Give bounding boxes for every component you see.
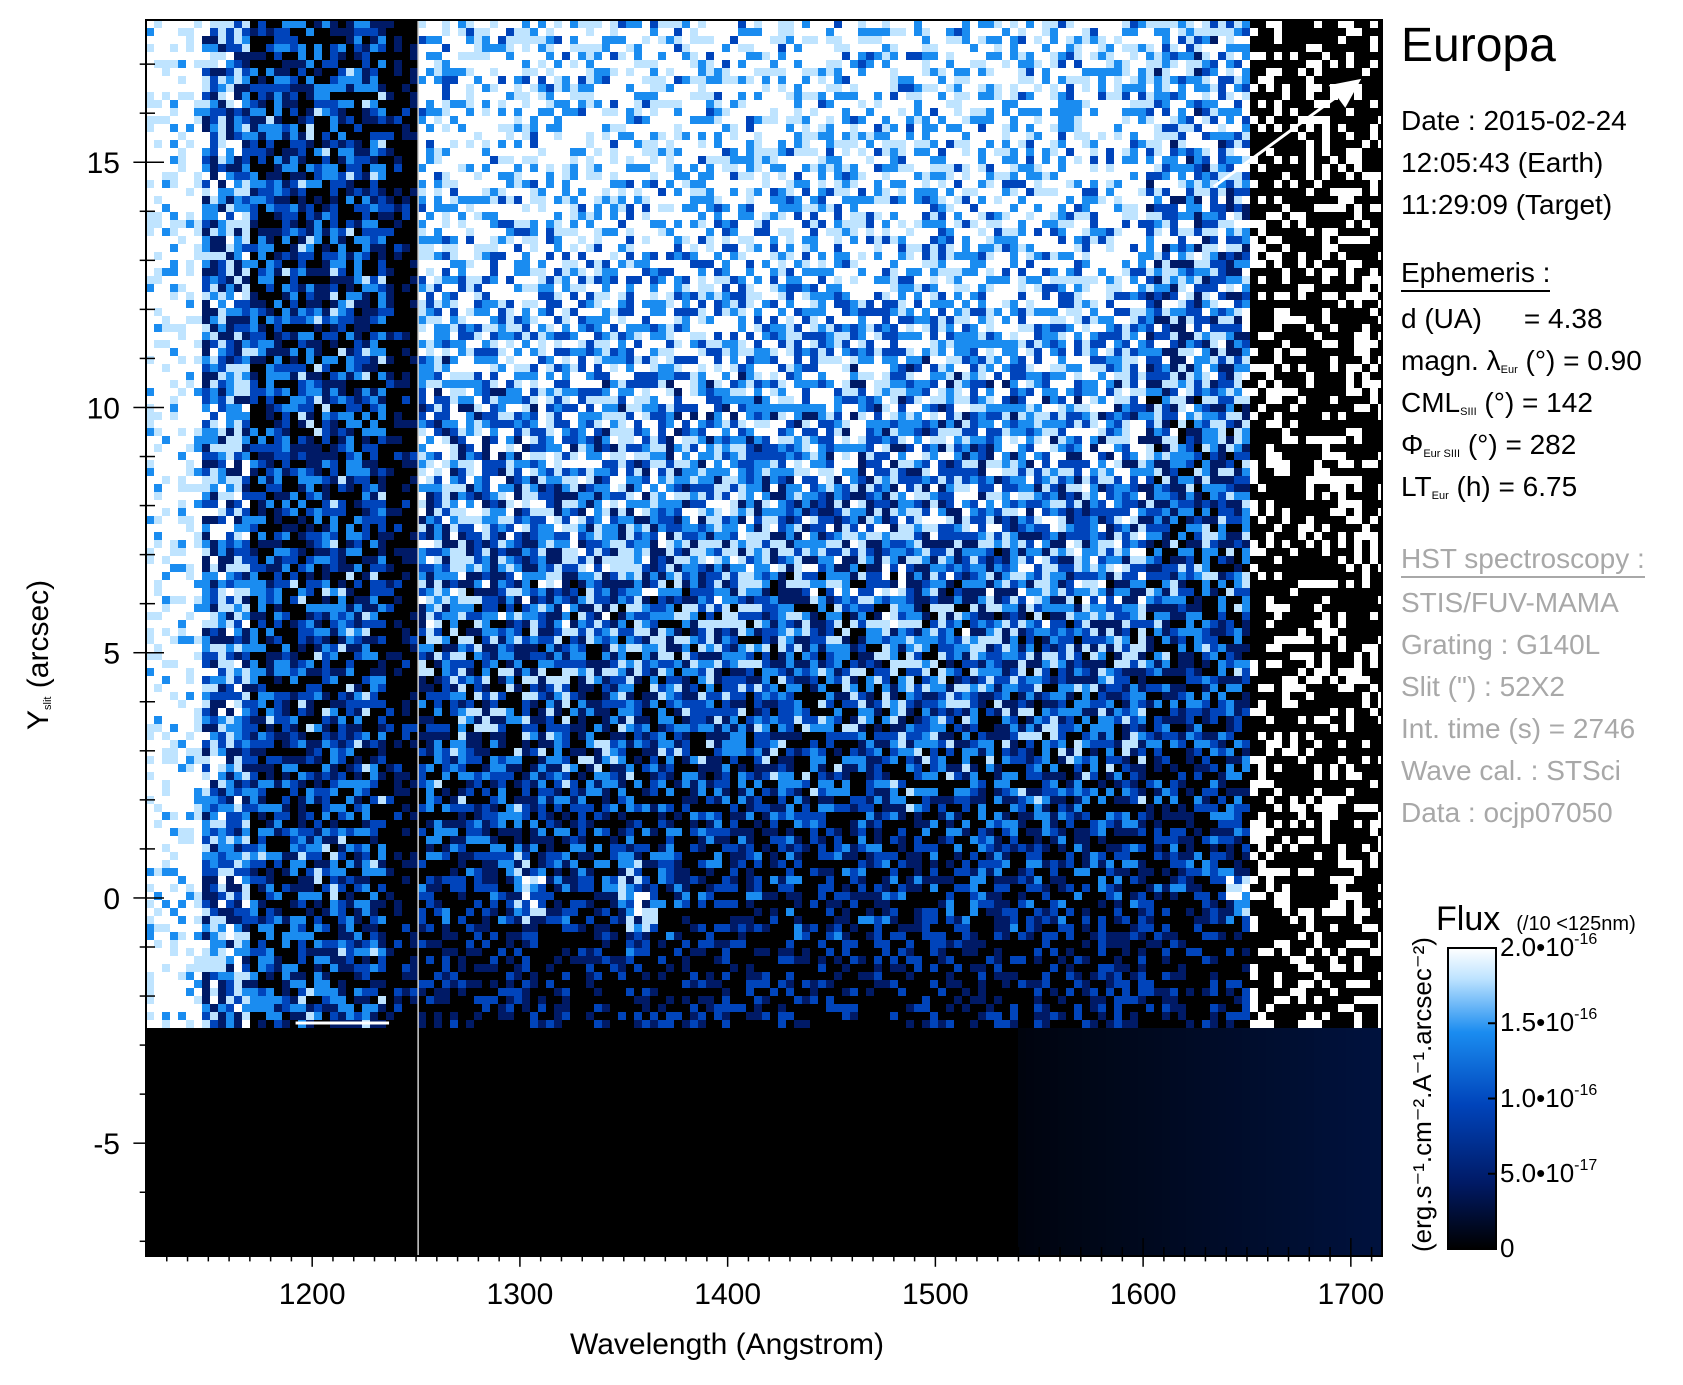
int-time-line: Int. time (s) = 2746 (1401, 713, 1636, 744)
slit-line: Slit (") : 52X2 (1401, 671, 1565, 702)
target-time: 11:29:09 (Target) (1401, 189, 1613, 220)
wave-cal-line: Wave cal. : STSci (1401, 755, 1621, 786)
target-title: Europa (1401, 19, 1556, 72)
y-tick-label: 5 (103, 638, 120, 671)
x-tick-label: 1500 (902, 1278, 969, 1311)
colorbar-tick-label: 5.0•10-17 (1500, 1156, 1598, 1188)
x-tick-label: 1700 (1317, 1278, 1384, 1311)
y-axis: -5 0 5 10 15 (87, 63, 164, 1243)
date-line: Date : 2015-02-24 (1401, 105, 1627, 136)
y-axis-label: Yslit (arcsec) (22, 579, 55, 730)
y-tick-label: 15 (87, 147, 120, 180)
x-tick-label: 1600 (1110, 1278, 1177, 1311)
hst-header: HST spectroscopy : (1401, 543, 1645, 578)
x-tick-label: 1400 (694, 1278, 761, 1311)
emission-features (295, 20, 419, 1256)
arrow-head (1328, 78, 1362, 108)
y-tick-label: -5 (93, 1128, 120, 1161)
colorbar-tick-label: 1.5•10-16 (1500, 1006, 1598, 1038)
ephemeris-header: Ephemeris : (1401, 257, 1551, 292)
spectral-image (146, 20, 1382, 1256)
colorbar-ticks (1488, 947, 1496, 1250)
colorbar-tick-label: 2.0•10-16 (1500, 931, 1598, 963)
local-time-line: LTEur (h) = 6.75 (1401, 471, 1578, 503)
y-tick-label: 0 (103, 883, 120, 916)
colorbar-title: Flux (/10 <125nm) (1436, 900, 1636, 938)
cml-line: CMLSIII (°) = 142 (1401, 387, 1593, 419)
x-axis: 1200 1300 1400 1500 1600 1700 (166, 1238, 1384, 1311)
x-tick-label: 1300 (487, 1278, 554, 1311)
y-tick-label: 10 (87, 392, 120, 425)
plot-frame (145, 19, 1383, 1257)
x-axis-label: Wavelength (Angstrom) (570, 1328, 885, 1361)
earth-time: 12:05:43 (Earth) (1401, 147, 1604, 178)
data-id-line: Data : ocjp07050 (1401, 797, 1613, 828)
arrow-shaft (1212, 95, 1338, 188)
direction-arrow (1212, 78, 1362, 188)
colorbar-tick-label: 0 (1500, 1233, 1515, 1263)
magnetic-latitude-line: magn. λEur (°) = 0.90 (1401, 345, 1642, 377)
grating-line: Grating : G140L (1401, 629, 1601, 660)
distance-line: d (UA) = 4.38 (1401, 303, 1603, 334)
colorbar-tick-label: 1.0•10-16 (1500, 1081, 1598, 1113)
instrument-line: STIS/FUV-MAMA (1401, 587, 1619, 618)
phi-line: ΦEur SIII (°) = 282 (1401, 429, 1577, 461)
x-tick-label: 1200 (279, 1278, 346, 1311)
colorbar-unit-label: (erg.s⁻¹.cm⁻².A⁻¹.arcsec⁻²) (1407, 937, 1437, 1252)
